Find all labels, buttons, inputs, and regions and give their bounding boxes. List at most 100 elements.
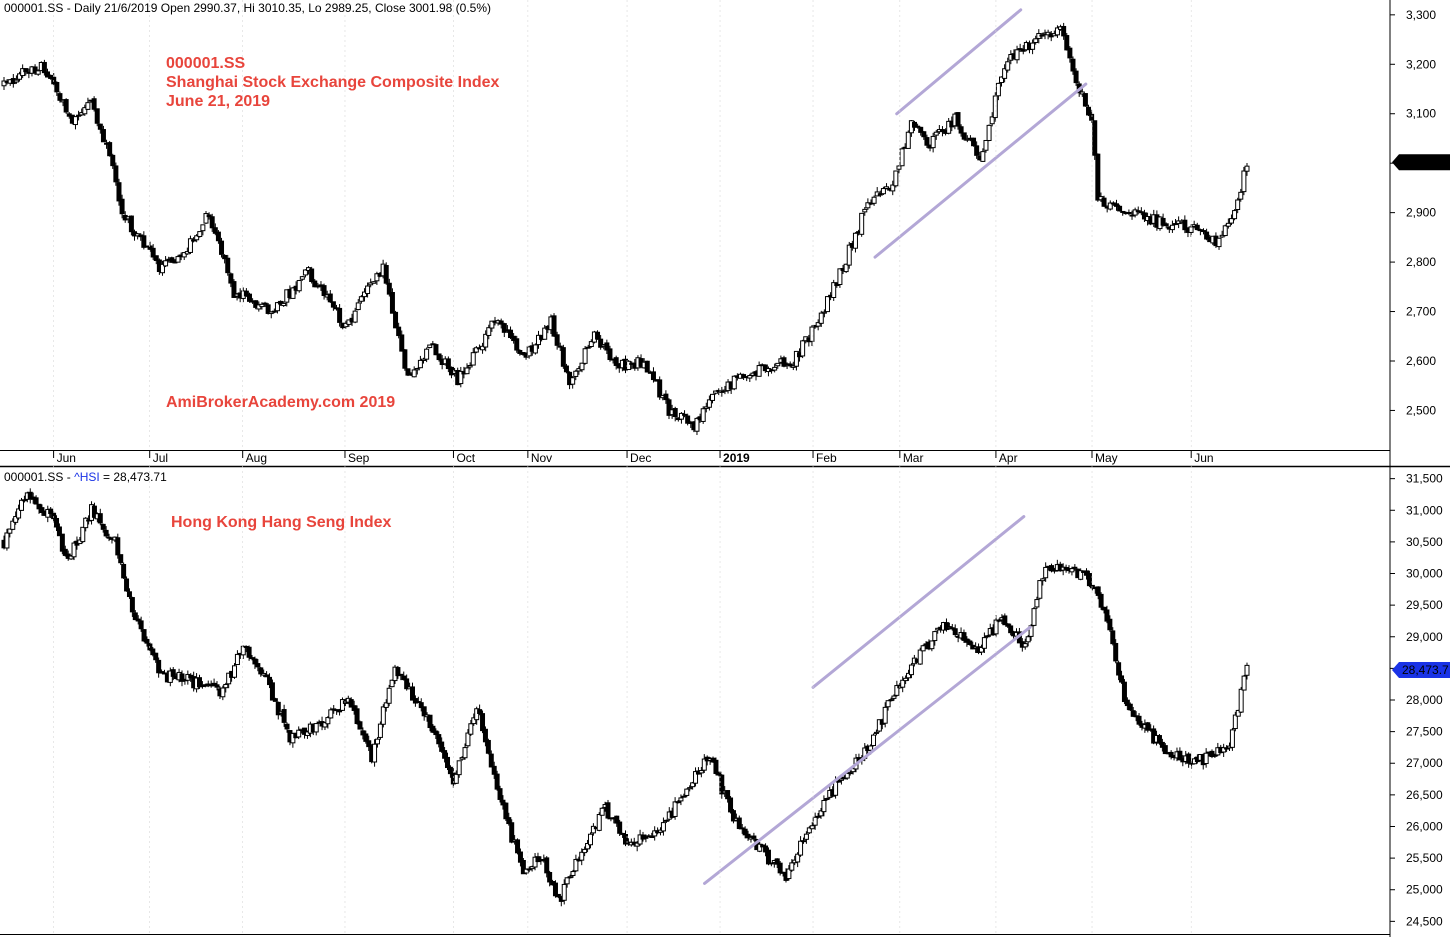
price-tick-label: 2,600: [1406, 354, 1436, 368]
candle: [520, 857, 526, 875]
candle: [459, 756, 465, 761]
candle: [694, 417, 700, 436]
candle: [1126, 209, 1132, 216]
candle: [48, 507, 54, 519]
candle: [831, 279, 837, 301]
candle: [206, 212, 212, 220]
candle: [159, 260, 165, 276]
candle: [265, 302, 271, 315]
candle: [261, 669, 267, 678]
candle: [421, 706, 427, 721]
candle: [1156, 733, 1162, 745]
candle: [983, 139, 989, 153]
price-tick-label: 24,500: [1406, 914, 1443, 928]
shanghai-price-axis: 2,5002,6002,7002,8002,9003,0003,1003,200…: [1390, 8, 1436, 417]
candle: [980, 148, 986, 162]
candle: [590, 823, 596, 836]
candle: [1212, 753, 1218, 758]
candle: [614, 815, 620, 827]
candle: [290, 286, 296, 299]
candle: [974, 141, 980, 159]
candle: [414, 367, 420, 375]
candle: [417, 355, 423, 369]
date-tick-label: Jun: [57, 451, 76, 465]
candle: [713, 390, 719, 395]
candle: [508, 326, 514, 340]
candle: [269, 679, 275, 701]
candle: [191, 237, 197, 243]
candle: [325, 716, 331, 729]
candle: [252, 656, 258, 669]
candle: [334, 709, 340, 715]
candle: [893, 170, 899, 188]
candle: [309, 266, 315, 284]
candle: [532, 343, 538, 355]
candle: [607, 345, 613, 362]
candle: [267, 673, 273, 689]
candle: [821, 309, 827, 318]
trend-channel-line: [873, 82, 1088, 259]
candle: [515, 838, 521, 855]
candle: [1244, 163, 1250, 176]
candle: [135, 615, 141, 625]
candle: [763, 843, 769, 857]
candle: [617, 819, 623, 836]
candle: [430, 724, 436, 734]
candle: [918, 126, 924, 136]
candle: [312, 278, 318, 288]
candle: [383, 699, 389, 712]
candle: [837, 268, 843, 288]
candle: [156, 657, 162, 678]
candle: [844, 772, 850, 780]
candle: [961, 132, 967, 141]
candle: [80, 526, 86, 544]
candle: [1130, 706, 1136, 717]
candle: [482, 726, 488, 747]
candle: [809, 822, 815, 830]
candle: [401, 671, 407, 681]
shanghai-last-value: 3,001.98: [1402, 155, 1449, 169]
candle: [690, 781, 696, 790]
candle: [930, 132, 936, 153]
candle: [871, 195, 877, 206]
candle: [900, 676, 906, 693]
candle: [1072, 564, 1078, 571]
candle: [54, 81, 60, 96]
candle: [657, 376, 663, 400]
candle: [389, 679, 395, 688]
candle: [896, 165, 902, 174]
candle: [1228, 214, 1234, 226]
candle: [215, 230, 221, 244]
candle: [880, 186, 886, 196]
candle: [765, 847, 771, 866]
candle: [768, 862, 774, 867]
price-tick-label: 28,000: [1406, 693, 1443, 707]
candle: [39, 504, 45, 516]
candle: [730, 808, 736, 824]
candle: [650, 367, 656, 383]
candle: [1086, 570, 1092, 587]
candle: [506, 812, 512, 826]
annotation-hang-seng: Hong Kong Hang Seng Index: [171, 514, 392, 531]
candle: [150, 244, 156, 260]
candle: [383, 262, 389, 285]
candle: [623, 830, 628, 847]
candle: [1222, 224, 1228, 237]
candle: [94, 108, 100, 127]
candle: [884, 183, 890, 190]
candle: [815, 813, 821, 819]
candle: [1141, 209, 1147, 223]
candle: [739, 824, 745, 834]
candle: [386, 684, 392, 707]
date-tick-label: May: [1095, 451, 1118, 465]
candle: [932, 630, 938, 646]
price-tick-label: 2,800: [1406, 255, 1436, 269]
candle: [672, 797, 678, 820]
candle: [274, 301, 280, 314]
candle: [427, 714, 433, 732]
candle: [1031, 606, 1037, 627]
candle: [91, 96, 97, 112]
candle: [681, 793, 687, 798]
candle: [1235, 197, 1241, 214]
